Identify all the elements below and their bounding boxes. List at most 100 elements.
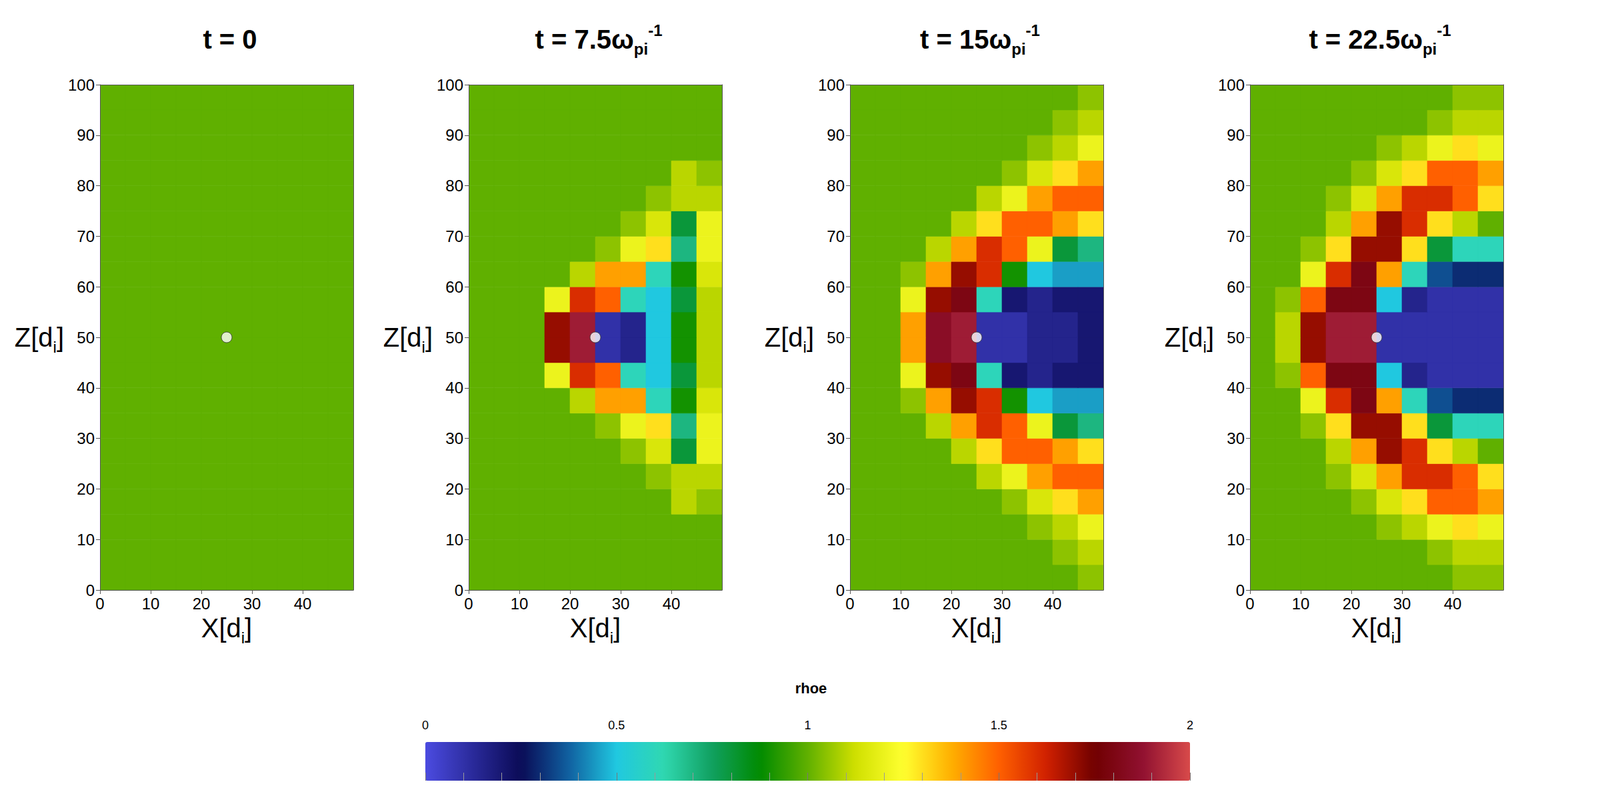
svg-text:Z[d: Z[d [764,322,804,352]
svg-text:30: 30 [1393,594,1412,613]
svg-text:10: 10 [1292,594,1310,613]
svg-text:20: 20 [1226,480,1245,498]
svg-text:20: 20 [826,480,845,498]
svg-text:80: 80 [445,176,464,195]
svg-text:20: 20 [942,594,961,613]
svg-text:10: 10 [826,530,845,549]
svg-text:30: 30 [993,594,1012,613]
svg-text:80: 80 [826,176,845,195]
svg-text:]: ] [994,613,1002,643]
svg-text:40: 40 [1444,594,1462,613]
svg-text:i: i [803,338,807,356]
svg-text:0: 0 [1245,594,1254,613]
svg-text:20: 20 [76,480,95,498]
svg-text:40: 40 [76,378,95,397]
svg-text:50: 50 [76,328,95,347]
svg-text:pi: pi [1422,40,1437,58]
svg-text:30: 30 [826,429,845,448]
svg-text:t = 22.5ω: t = 22.5ω [1308,24,1423,54]
svg-text:80: 80 [1226,176,1245,195]
svg-text:40: 40 [445,378,464,397]
svg-text:i: i [422,338,426,356]
svg-text:10: 10 [892,594,910,613]
svg-text:0: 0 [86,581,95,600]
svg-text:50: 50 [1226,328,1245,347]
svg-text:70: 70 [76,227,95,246]
svg-text:pi: pi [634,40,648,58]
svg-text:-1: -1 [1026,21,1040,40]
svg-text:]: ] [244,613,252,643]
svg-text:40: 40 [662,594,681,613]
svg-text:70: 70 [826,227,845,246]
svg-text:30: 30 [76,429,95,448]
svg-text:20: 20 [192,594,211,613]
svg-text:90: 90 [76,126,95,144]
svg-text:2: 2 [1186,718,1194,732]
svg-text:0: 0 [845,594,854,613]
svg-text:i: i [1203,338,1207,356]
svg-text:Z[d: Z[d [14,322,54,352]
svg-text:60: 60 [1226,278,1245,296]
svg-text:1.5: 1.5 [990,718,1008,732]
svg-text:]: ] [806,322,814,352]
svg-text:]: ] [1206,322,1214,352]
svg-text:100: 100 [436,76,464,94]
svg-text:1: 1 [804,718,811,732]
svg-text:i: i [53,338,57,356]
svg-text:rhoe: rhoe [795,680,828,697]
svg-text:10: 10 [510,594,529,613]
svg-text:30: 30 [1226,429,1245,448]
svg-text:0: 0 [454,581,464,600]
svg-text:100: 100 [68,76,95,94]
svg-text:10: 10 [1226,530,1245,549]
svg-text:X[d: X[d [1351,613,1392,643]
svg-text:0: 0 [836,581,845,600]
svg-text:-1: -1 [648,21,662,40]
svg-text:90: 90 [826,126,845,144]
svg-text:30: 30 [612,594,630,613]
svg-text:X[d: X[d [951,613,992,643]
svg-text:60: 60 [826,278,845,296]
svg-text:90: 90 [445,126,464,144]
svg-text:40: 40 [294,594,312,613]
svg-text:50: 50 [826,328,845,347]
svg-text:X[d: X[d [201,613,242,643]
svg-text:0.5: 0.5 [608,718,625,732]
svg-text:10: 10 [445,530,464,549]
svg-text:30: 30 [243,594,262,613]
svg-text:100: 100 [1218,76,1245,94]
svg-text:20: 20 [445,480,464,498]
svg-text:pi: pi [1011,40,1026,58]
svg-text:40: 40 [826,378,845,397]
svg-text:]: ] [425,322,433,352]
svg-text:20: 20 [1342,594,1361,613]
svg-text:X[d: X[d [570,613,610,643]
svg-text:]: ] [1394,613,1402,643]
svg-text:0: 0 [95,594,104,613]
svg-text:20: 20 [561,594,580,613]
svg-text:t = 0: t = 0 [202,24,257,54]
svg-text:Z[d: Z[d [1164,322,1204,352]
svg-text:50: 50 [445,328,464,347]
svg-text:0: 0 [1236,581,1245,600]
svg-text:70: 70 [1226,227,1245,246]
svg-text:t = 15ω: t = 15ω [920,24,1012,54]
svg-text:]: ] [56,322,64,352]
svg-text:0: 0 [464,594,473,613]
svg-text:40: 40 [1226,378,1245,397]
svg-text:t = 7.5ω: t = 7.5ω [535,24,634,54]
svg-text:80: 80 [76,176,95,195]
svg-text:60: 60 [76,278,95,296]
svg-text:100: 100 [818,76,845,94]
svg-text:10: 10 [142,594,160,613]
svg-text:10: 10 [76,530,95,549]
svg-text:40: 40 [1044,594,1062,613]
svg-text:90: 90 [1226,126,1245,144]
svg-text:60: 60 [445,278,464,296]
svg-text:]: ] [613,613,621,643]
svg-text:30: 30 [445,429,464,448]
svg-text:0: 0 [422,718,429,732]
svg-text:Z[d: Z[d [383,322,422,352]
svg-text:-1: -1 [1436,21,1451,40]
svg-text:70: 70 [445,227,464,246]
